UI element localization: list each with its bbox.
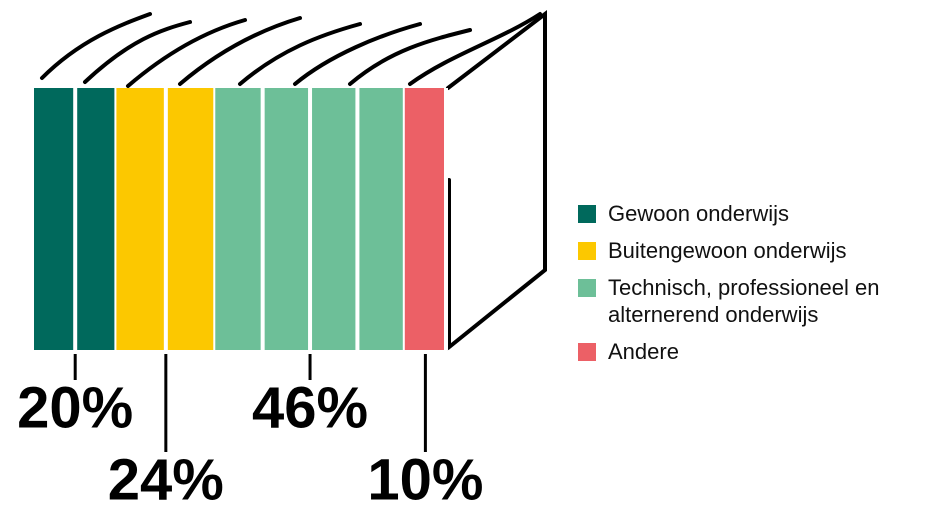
- legend-item: Technisch, professioneel en alternerend …: [578, 274, 938, 328]
- legend-label: Gewoon onderwijs: [608, 200, 893, 227]
- legend-label: Andere: [608, 338, 893, 365]
- value-label: 46%: [252, 375, 368, 440]
- bar-segment: [405, 88, 446, 350]
- legend-swatch: [578, 242, 596, 260]
- page: {"chart_data": {"type": "bar", "categori…: [0, 0, 949, 518]
- value-label: 24%: [108, 447, 224, 512]
- legend-label: Buitengewoon onderwijs: [608, 237, 893, 264]
- legend-item: Andere: [578, 338, 938, 365]
- value-label: 20%: [17, 375, 133, 440]
- legend-swatch: [578, 205, 596, 223]
- value-label: 10%: [367, 447, 483, 512]
- legend: Gewoon onderwijs Buitengewoon onderwijs Te…: [578, 200, 938, 375]
- legend-item: Gewoon onderwijs: [578, 200, 938, 227]
- legend-label: Technisch, professioneel en alternerend …: [608, 274, 893, 328]
- legend-swatch: [578, 279, 596, 297]
- legend-item: Buitengewoon onderwijs: [578, 237, 938, 264]
- legend-swatch: [578, 343, 596, 361]
